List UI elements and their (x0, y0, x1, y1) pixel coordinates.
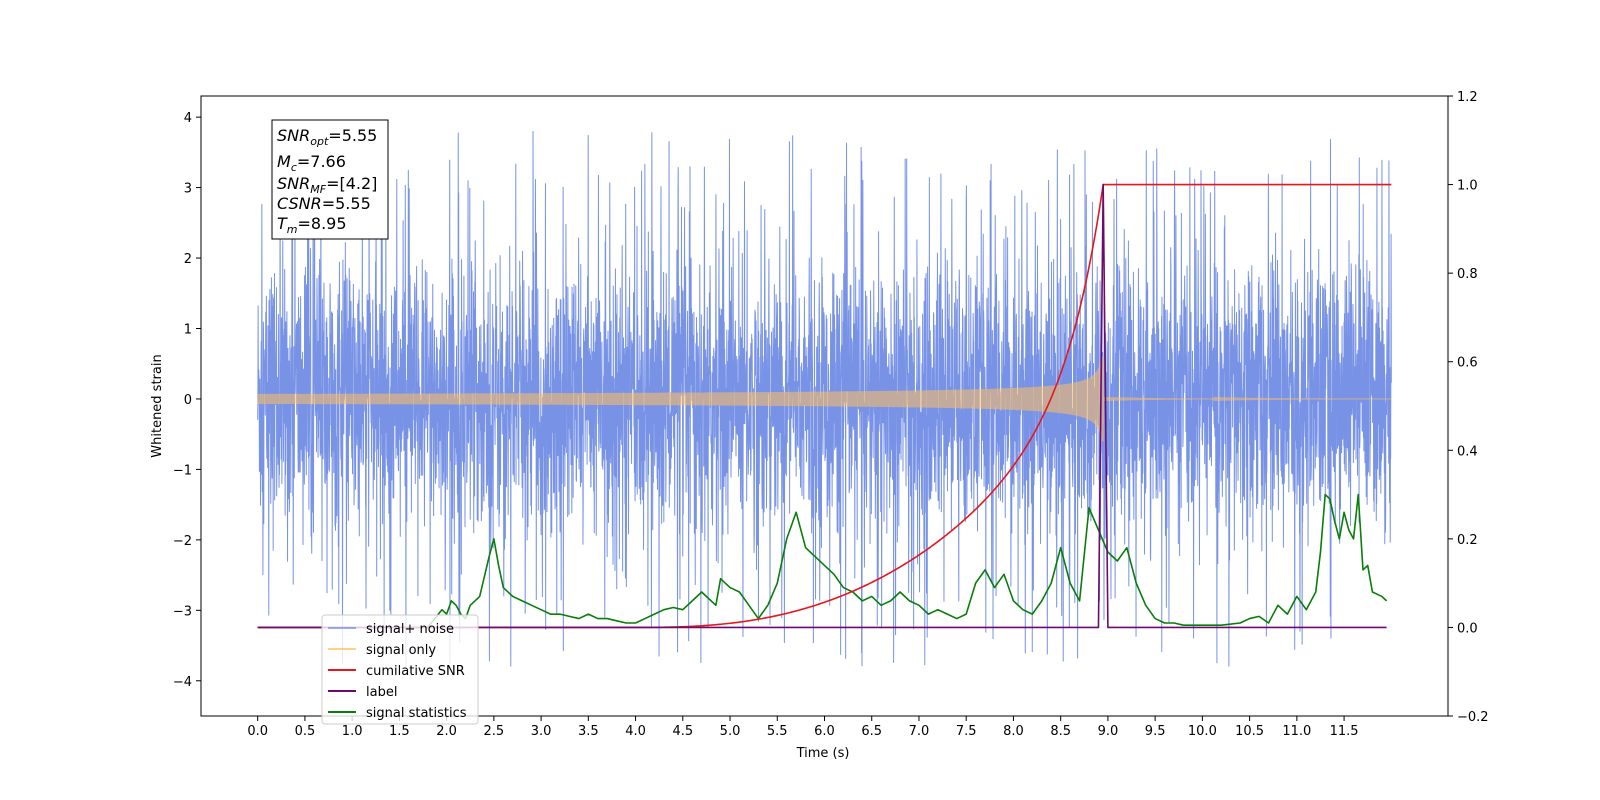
y2-tick-label: 1.0 (1457, 179, 1478, 194)
y2-tick-label: 0.0 (1457, 621, 1478, 636)
signal-statistics-line (257, 493, 1388, 629)
x-tick-label: 7.0 (909, 724, 930, 739)
x-tick-label: 2.0 (436, 724, 457, 739)
x-tick-label: 3.0 (531, 724, 552, 739)
x-tick-label: 4.0 (625, 724, 646, 739)
y-tick-label: 0 (184, 393, 192, 408)
annotation-csnr: CSNR=5.55 (277, 194, 371, 213)
legend-label: signal statistics (366, 706, 467, 721)
legend-label: cumilative SNR (366, 664, 465, 679)
x-axis-label: Time (s) (796, 746, 850, 761)
x-tick-label: 5.5 (767, 724, 788, 739)
y2-tick-label: 0.2 (1457, 533, 1478, 548)
y-axis-left: 4 3 2 1 0 −1 −2 −3 −4 (173, 111, 201, 690)
y2-tick-label: −0.2 (1457, 710, 1489, 725)
y-tick-label: −2 (173, 534, 192, 549)
x-tick-label: 9.5 (1145, 724, 1166, 739)
y2-tick-label: 0.6 (1457, 356, 1478, 371)
legend-label: label (366, 685, 397, 700)
x-tick-label: 0.5 (295, 724, 316, 739)
legend-label: signal+ noise (366, 622, 454, 637)
y2-tick-label: 1.2 (1457, 90, 1478, 105)
x-tick-label: 11.0 (1282, 724, 1311, 739)
y2-tick-label: 0.8 (1457, 267, 1478, 282)
x-tick-label: 6.5 (861, 724, 882, 739)
y-tick-label: 1 (184, 323, 192, 338)
x-tick-label: 0.0 (247, 724, 268, 739)
y-tick-label: −4 (173, 675, 192, 690)
x-tick-label: 1.0 (342, 724, 363, 739)
x-axis: 0.0 0.5 1.0 1.5 2.0 2.5 3.0 3.5 4.0 4.5 5.0 5.5 6.0 6… (247, 716, 1359, 739)
y-tick-label: 3 (184, 182, 192, 197)
x-tick-label: 7.5 (956, 724, 977, 739)
stats-annotation-box: SNRopt=5.55 Mc=7.66 SNRMF=[4.2] CSNR=5.5… (271, 119, 389, 240)
y-axis-right: 1.2 1.0 0.8 0.6 0.4 0.2 0.0 −0.2 (1448, 90, 1489, 725)
x-tick-label: 4.5 (672, 724, 693, 739)
x-tick-label: 5.0 (720, 724, 741, 739)
legend-label: signal only (366, 643, 436, 658)
x-tick-label: 3.5 (578, 724, 599, 739)
signal-noise-series (257, 131, 1392, 669)
x-tick-label: 2.5 (484, 724, 505, 739)
annotation-snr-mf: SNRMF=[4.2] (277, 174, 377, 196)
signal-noise-line (257, 131, 1392, 669)
x-tick-label: 10.5 (1235, 724, 1264, 739)
x-tick-label: 8.0 (1003, 724, 1024, 739)
annotation-tm: Tm=8.95 (277, 214, 347, 236)
x-tick-label: 10.0 (1188, 724, 1217, 739)
cumulative-snr-line (257, 183, 1392, 629)
signal-only-series (257, 356, 1392, 442)
y-tick-label: −1 (173, 463, 192, 478)
y-tick-label: 2 (184, 252, 192, 267)
legend: signal+ noise signal only cumilative SNR la… (321, 614, 479, 725)
y-tick-label: 4 (184, 111, 192, 126)
annotation-mc: Mc=7.66 (277, 152, 346, 174)
x-tick-label: 1.5 (389, 724, 410, 739)
label-line (257, 183, 1387, 629)
y-axis-label: Whitened strain (150, 354, 165, 457)
x-tick-label: 11.5 (1330, 724, 1359, 739)
x-tick-label: 8.5 (1050, 724, 1071, 739)
x-tick-label: 6.0 (814, 724, 835, 739)
signal-only-line (257, 356, 1392, 442)
y-tick-label: −3 (173, 604, 192, 619)
x-tick-label: 9.0 (1098, 724, 1119, 739)
annotation-snr-opt: SNRopt=5.55 (277, 126, 377, 148)
y2-tick-label: 0.4 (1457, 444, 1478, 459)
